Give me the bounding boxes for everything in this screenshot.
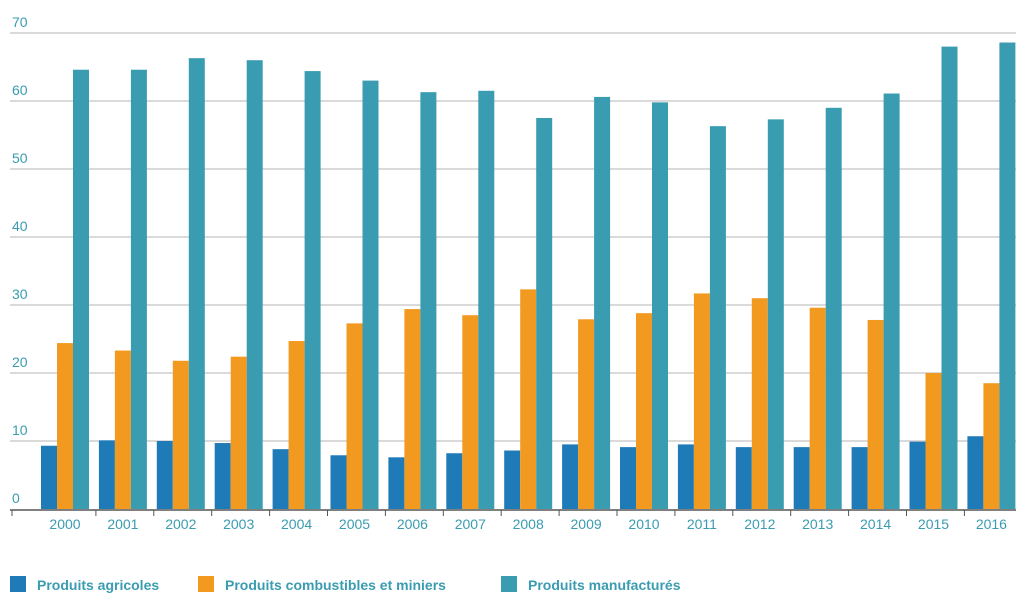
bar-produits-agricoles-2000 <box>41 445 57 509</box>
x-tick-label: 2011 <box>687 516 717 532</box>
bar-produits-agricoles-2002 <box>156 441 173 509</box>
bar-produits-agricoles-2010 <box>620 447 636 509</box>
bar-produits-agricoles-2014 <box>851 447 868 509</box>
legend: Produits agricoles Produits combustibles … <box>10 576 681 593</box>
y-tick-label: 70 <box>12 14 28 30</box>
bar-produits-agricoles-2015 <box>909 441 926 509</box>
y-tick-label: 50 <box>12 150 28 166</box>
x-tick-label: 2012 <box>744 516 775 532</box>
y-tick-label: 60 <box>12 82 28 98</box>
bar-produits-agricoles-2013 <box>793 447 810 509</box>
grid-lines <box>10 32 1016 442</box>
x-axis <box>10 509 1016 516</box>
bar-produits-manufactur-s-2004 <box>304 71 321 509</box>
bar-produits-agricoles-2006 <box>388 457 405 509</box>
x-tick-label: 2015 <box>918 516 949 532</box>
legend-label: Produits agricoles <box>37 577 159 593</box>
x-tick-label: 2010 <box>628 516 659 532</box>
bar-produits-manufactur-s-2012 <box>767 119 784 510</box>
bar-produits-manufactur-s-2000 <box>73 69 89 509</box>
bar-produits-combustibles-et-miniers-2000 <box>57 343 73 509</box>
bar-produits-agricoles-2009 <box>562 444 579 509</box>
bar-produits-combustibles-et-miniers-2006 <box>404 309 421 509</box>
x-tick-label: 2014 <box>860 516 891 532</box>
y-tick-label: 30 <box>12 286 28 302</box>
bar-produits-agricoles-2011 <box>677 444 694 509</box>
bar-produits-manufactur-s-2005 <box>362 80 379 509</box>
bar-produits-manufactur-s-2013 <box>825 107 842 510</box>
legend-swatch <box>501 576 517 592</box>
bar-produits-combustibles-et-miniers-2011 <box>693 293 710 509</box>
x-tick-label: 2003 <box>223 516 254 532</box>
x-tick-label: 2000 <box>49 516 80 532</box>
bar-produits-combustibles-et-miniers-2005 <box>346 323 363 509</box>
legend-swatch <box>10 576 26 592</box>
bar-produits-combustibles-et-miniers-2007 <box>462 315 479 509</box>
bar-produits-combustibles-et-miniers-2008 <box>520 289 537 509</box>
bar-produits-combustibles-et-miniers-2014 <box>867 319 884 509</box>
bar-produits-manufactur-s-2002 <box>188 58 205 509</box>
bar-produits-manufactur-s-2008 <box>536 118 553 509</box>
bar-produits-agricoles-2008 <box>504 450 521 509</box>
x-tick-label: 2008 <box>513 516 544 532</box>
x-tick-label: 2013 <box>802 516 833 532</box>
x-axis-ticks: 2000 2001 2002 2003 2004 2005 2006 2007 2008 2009… <box>49 516 1007 532</box>
bar-produits-agricoles-2001 <box>98 440 115 509</box>
y-tick-label: 20 <box>12 354 28 370</box>
bar-produits-combustibles-et-miniers-2012 <box>751 298 768 509</box>
bar-produits-manufactur-s-2007 <box>478 90 495 510</box>
x-tick-label: 2005 <box>339 516 370 532</box>
y-tick-label: 10 <box>12 422 28 438</box>
x-tick-label: 2004 <box>281 516 312 532</box>
bar-produits-manufactur-s-2006 <box>420 92 437 509</box>
bar-produits-agricoles-2012 <box>735 447 752 509</box>
bar-produits-manufactur-s-2015 <box>941 46 958 509</box>
bar-produits-combustibles-et-miniers-2015 <box>925 373 942 509</box>
x-tick-label: 2009 <box>571 516 602 532</box>
bar-produits-manufactur-s-2011 <box>709 126 726 509</box>
bars <box>41 42 1016 510</box>
bar-produits-combustibles-et-miniers-2003 <box>230 356 247 509</box>
bar-produits-manufactur-s-2016 <box>999 42 1016 510</box>
x-tick-label: 2007 <box>455 516 486 532</box>
x-tick-label: 2016 <box>976 516 1007 532</box>
bar-produits-combustibles-et-miniers-2016 <box>983 383 1000 509</box>
legend-label: Produits combustibles et miniers <box>225 577 446 593</box>
bar-produits-manufactur-s-2014 <box>883 93 900 510</box>
bar-produits-agricoles-2005 <box>330 455 347 509</box>
bar-produits-manufactur-s-2009 <box>594 96 611 510</box>
bar-produits-agricoles-2004 <box>272 449 289 509</box>
bar-produits-combustibles-et-miniers-2001 <box>114 350 131 509</box>
legend-swatch <box>198 576 214 592</box>
bar-produits-combustibles-et-miniers-2009 <box>578 319 595 509</box>
bar-produits-manufactur-s-2001 <box>130 69 147 509</box>
x-tick-label: 2002 <box>165 516 196 532</box>
bar-produits-manufactur-s-2010 <box>652 102 668 510</box>
bar-produits-combustibles-et-miniers-2013 <box>809 307 826 509</box>
bar-produits-manufactur-s-2003 <box>246 60 263 509</box>
y-tick-label: 0 <box>12 490 20 506</box>
bar-produits-agricoles-2007 <box>446 453 463 509</box>
y-tick-label: 40 <box>12 218 28 234</box>
bar-produits-combustibles-et-miniers-2010 <box>636 313 652 509</box>
bar-produits-agricoles-2003 <box>214 443 231 509</box>
y-axis-ticks: 0 10 20 30 40 50 60 70 <box>12 14 28 506</box>
x-tick-label: 2001 <box>107 516 138 532</box>
bar-produits-combustibles-et-miniers-2002 <box>172 360 189 509</box>
legend-label: Produits manufacturés <box>528 577 681 593</box>
bar-produits-agricoles-2016 <box>967 436 984 509</box>
bar-produits-combustibles-et-miniers-2004 <box>288 341 305 509</box>
x-tick-label: 2006 <box>397 516 428 532</box>
